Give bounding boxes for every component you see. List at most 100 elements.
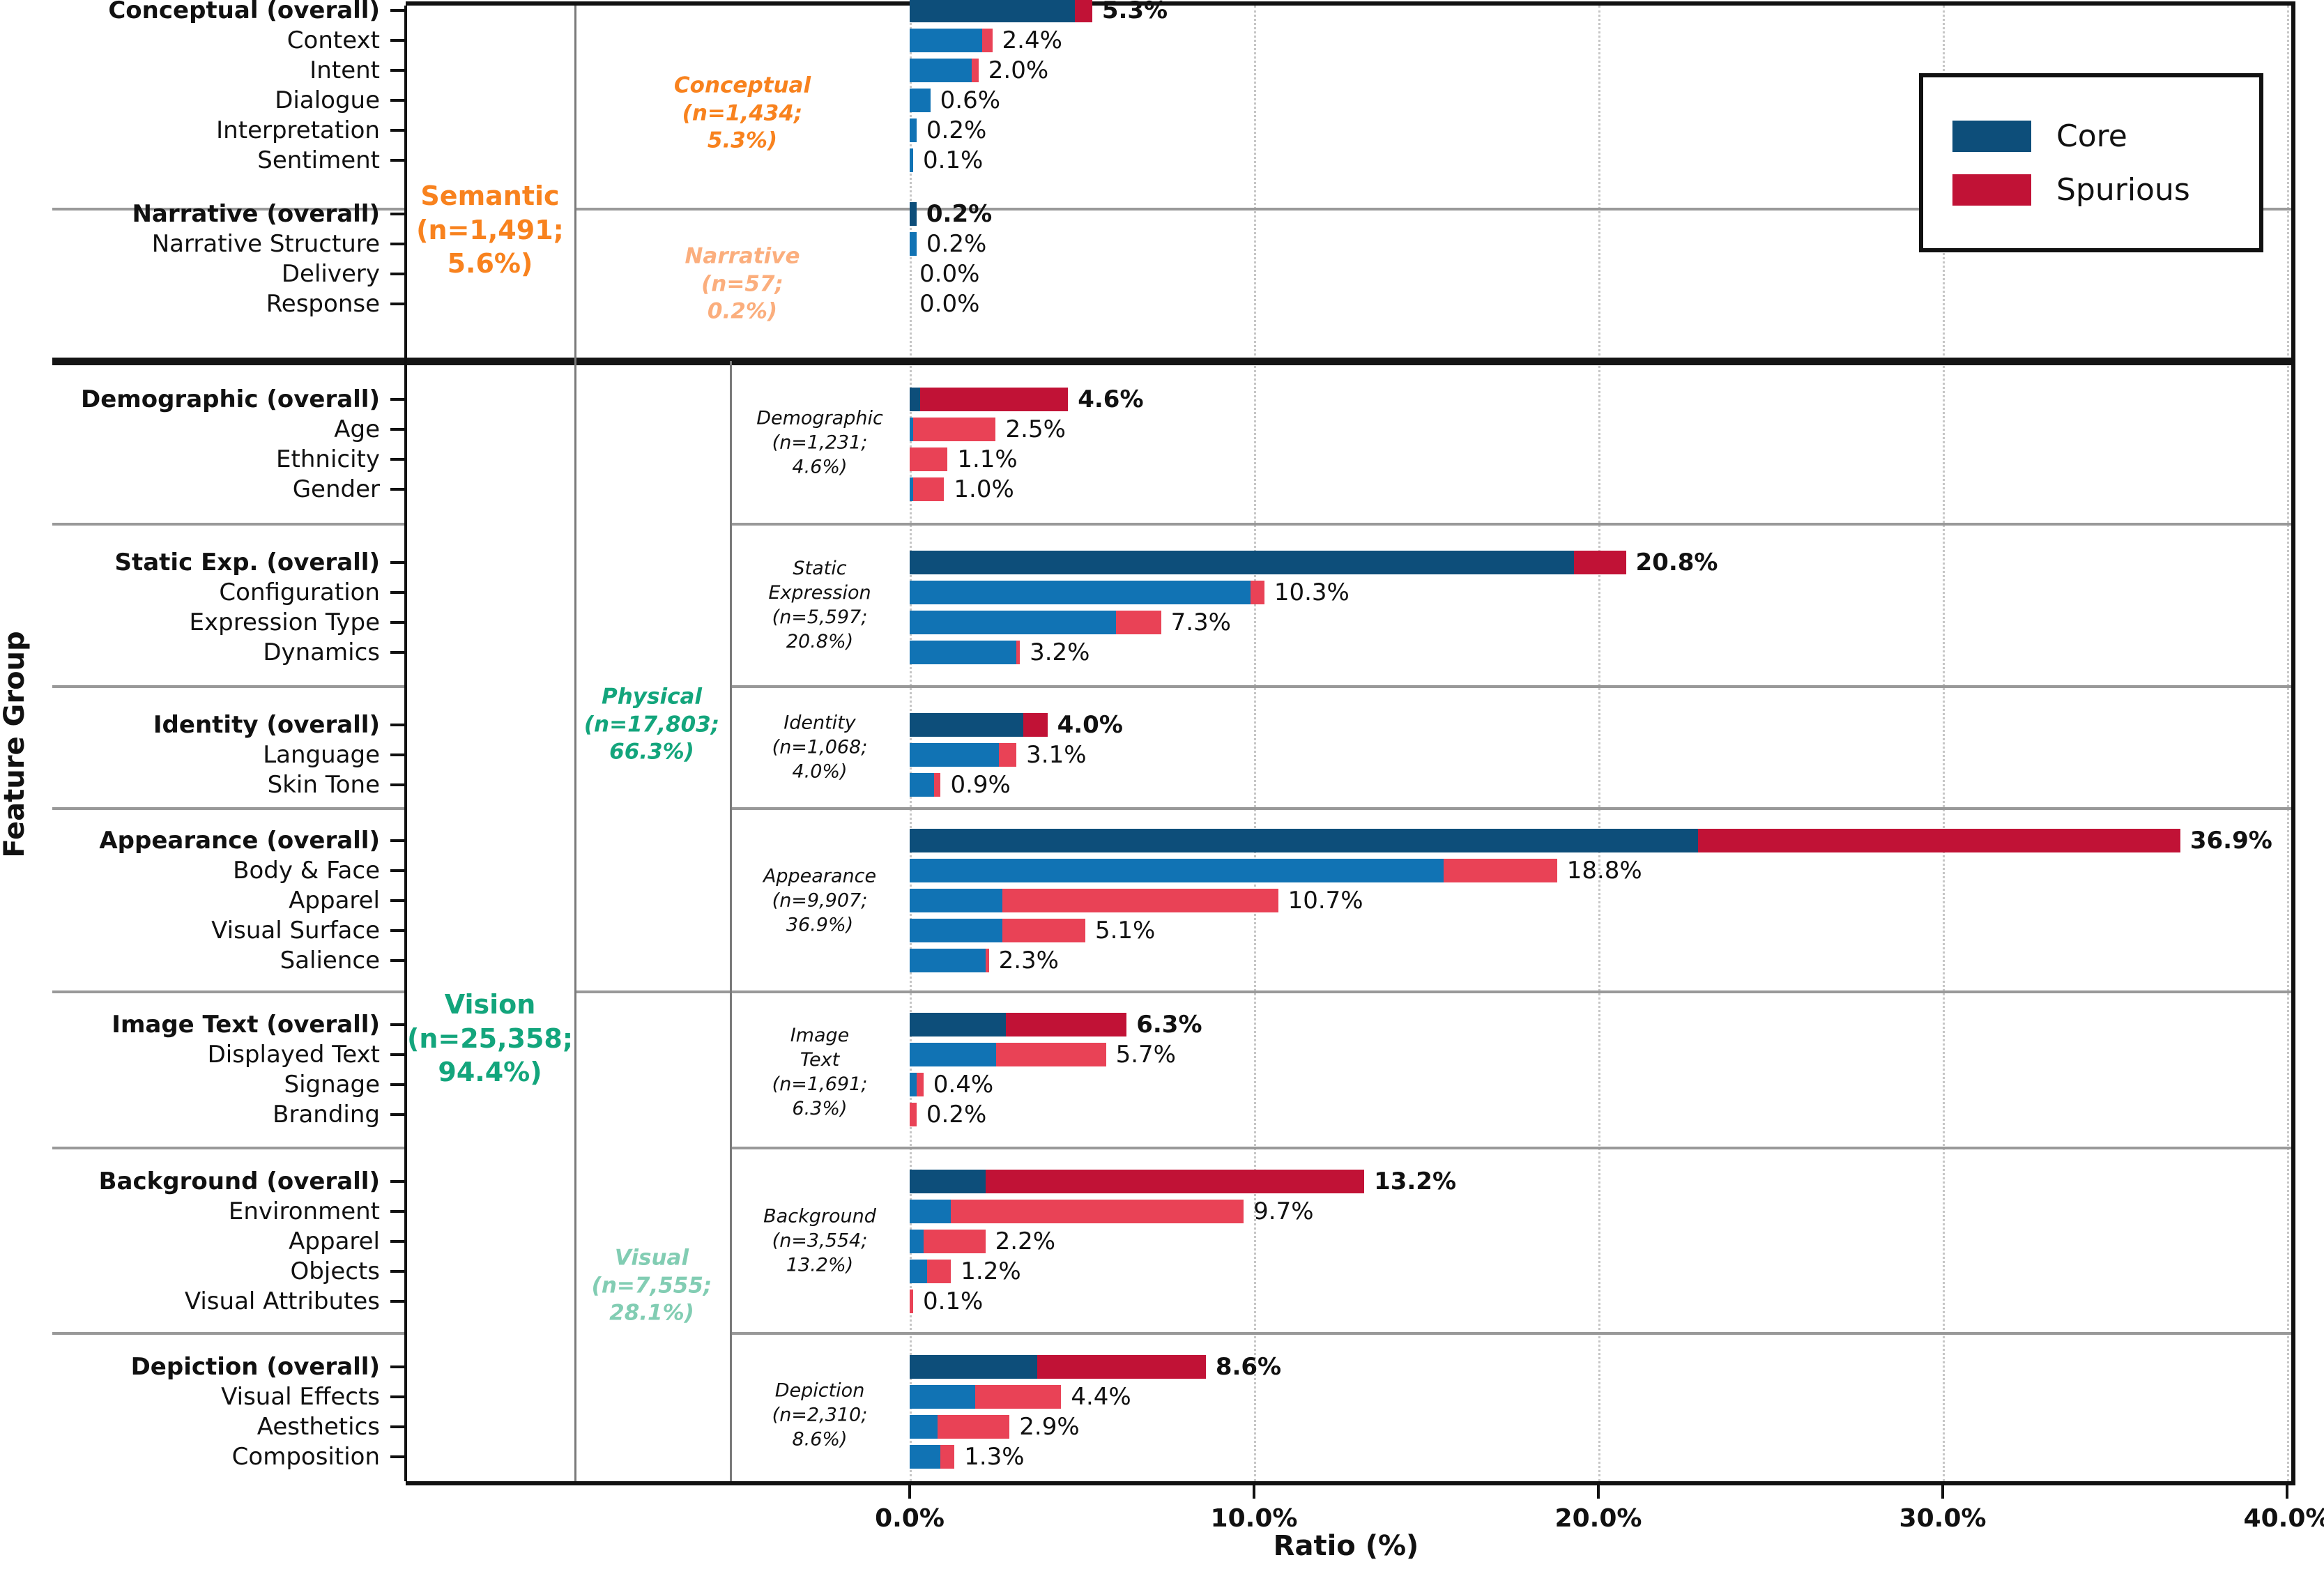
bar-core-segment <box>910 581 1251 604</box>
bar-spurious-segment <box>910 1103 917 1126</box>
gridline <box>1254 6 1256 1481</box>
core-swatch <box>1952 120 2031 152</box>
y-axis-title: Feature Group <box>0 631 31 858</box>
y-tick-mark <box>390 1270 406 1273</box>
gridline <box>1943 6 1945 1481</box>
bar-core-segment <box>910 1355 1037 1379</box>
section-label: Identity (n=1,068; 4.0%) <box>772 712 868 783</box>
x-tick-mark <box>2286 1483 2288 1499</box>
y-tick-label: Dialogue <box>275 86 380 114</box>
y-tick-mark <box>390 1300 406 1303</box>
group-label-semantic: Semantic (n=1,491; 5.6%) <box>416 181 564 280</box>
x-tick-mark <box>1597 1483 1600 1499</box>
bar-spurious-segment <box>1116 611 1161 634</box>
bar-spurious-segment <box>1574 551 1626 574</box>
section-separator <box>730 1147 2291 1149</box>
bar-core-segment <box>910 148 913 172</box>
bar-value-label: 0.6% <box>940 86 1001 114</box>
y-tick-mark <box>390 488 406 491</box>
bar-value-label: 3.2% <box>1030 638 1090 666</box>
bar-value-label: 5.1% <box>1094 917 1156 944</box>
bar-core-segment <box>910 713 1024 737</box>
bar-core-segment <box>910 1445 941 1469</box>
y-tick-mark <box>390 1425 406 1428</box>
y-tick-mark <box>390 783 406 786</box>
section-separator <box>52 807 406 810</box>
bar-core-segment <box>910 1415 938 1439</box>
bar-core-segment <box>910 1013 1007 1036</box>
gridline <box>1598 6 1600 1481</box>
y-tick-label: Background (overall) <box>98 1168 380 1195</box>
group-label-visual: Visual (n=7,555; 28.1%) <box>591 1245 712 1326</box>
bar-spurious-segment <box>1037 1355 1206 1379</box>
y-tick-mark <box>390 959 406 962</box>
y-tick-label: Configuration <box>219 579 380 606</box>
y-tick-label: Skin Tone <box>267 771 380 799</box>
bottom-spine <box>406 1481 2295 1485</box>
y-tick-label: Signage <box>284 1071 381 1099</box>
section-separator <box>730 523 2291 526</box>
bar-core-segment <box>910 919 1003 942</box>
bar-spurious-segment <box>923 1230 986 1253</box>
y-tick-mark <box>390 929 406 932</box>
y-tick-label: Conceptual (overall) <box>108 0 380 24</box>
bar-core-segment <box>910 232 917 256</box>
y-tick-label: Sentiment <box>257 146 380 174</box>
level1-column-divider <box>574 6 576 1481</box>
group-label-physical: Physical (n=17,803; 66.3%) <box>583 684 720 765</box>
x-tick-label: 10.0% <box>1210 1504 1298 1533</box>
bar-spurious-segment <box>1016 641 1020 664</box>
y-tick-mark <box>390 458 406 461</box>
y-tick-label: Appearance (overall) <box>99 827 380 855</box>
bar-value-label: 0.0% <box>919 260 980 288</box>
y-tick-label: Objects <box>290 1257 380 1285</box>
y-tick-label: Dynamics <box>263 638 380 666</box>
bar-spurious-segment <box>1075 0 1092 22</box>
bar-spurious-segment <box>910 447 948 471</box>
section-label: Demographic (n=1,231; 4.6%) <box>756 407 883 478</box>
bar-spurious-segment <box>1251 581 1264 604</box>
section-separator <box>574 990 2291 993</box>
bar-spurious-segment <box>1002 919 1085 942</box>
y-tick-label: Narrative Structure <box>151 230 380 258</box>
y-tick-mark <box>390 869 406 872</box>
y-tick-mark <box>390 753 406 756</box>
bar-spurious-segment <box>912 418 996 441</box>
spurious-swatch <box>1952 174 2031 206</box>
bar-value-label: 0.2% <box>926 1101 987 1129</box>
bar-value-label: 4.4% <box>1071 1383 1131 1411</box>
group-label-conceptual: Conceptual (n=1,434; 5.3%) <box>673 72 811 153</box>
bar-core-segment <box>910 1385 975 1409</box>
bar-spurious-segment <box>937 1415 1010 1439</box>
y-tick-mark <box>390 39 406 42</box>
section-separator <box>52 990 406 993</box>
bar-core-segment <box>910 1073 917 1096</box>
section-separator <box>730 807 2291 810</box>
y-tick-mark <box>390 1395 406 1398</box>
y-tick-label: Visual Attributes <box>184 1287 380 1315</box>
y-tick-mark <box>390 651 406 654</box>
bar-value-label: 6.3% <box>1136 1011 1202 1039</box>
bar-value-label: 2.9% <box>1019 1413 1080 1441</box>
bar-value-label: 7.3% <box>1170 609 1231 636</box>
bar-spurious-segment <box>974 1385 1062 1409</box>
bar-core-segment <box>910 859 1444 882</box>
bar-spurious-segment <box>910 1290 913 1313</box>
bar-value-label: 4.6% <box>1078 385 1144 413</box>
bar-value-label: 2.3% <box>998 947 1059 974</box>
y-tick-mark <box>390 591 406 594</box>
bar-core-segment <box>910 1043 996 1066</box>
right-spine <box>2291 6 2295 1485</box>
bar-core-segment <box>910 773 934 797</box>
bar-value-label: 9.7% <box>1253 1198 1314 1225</box>
group-label-narrative: Narrative (n=57; 0.2%) <box>685 243 800 324</box>
y-tick-label: Demographic (overall) <box>81 385 380 413</box>
y-tick-mark <box>390 561 406 564</box>
bar-core-segment <box>910 477 913 501</box>
section-label: Background (n=3,554; 13.2%) <box>763 1205 876 1276</box>
y-tick-mark <box>390 99 406 102</box>
bar-value-label: 4.0% <box>1057 711 1123 739</box>
y-tick-label: Delivery <box>281 260 380 288</box>
y-tick-mark <box>390 129 406 132</box>
y-tick-label: Composition <box>231 1443 380 1471</box>
